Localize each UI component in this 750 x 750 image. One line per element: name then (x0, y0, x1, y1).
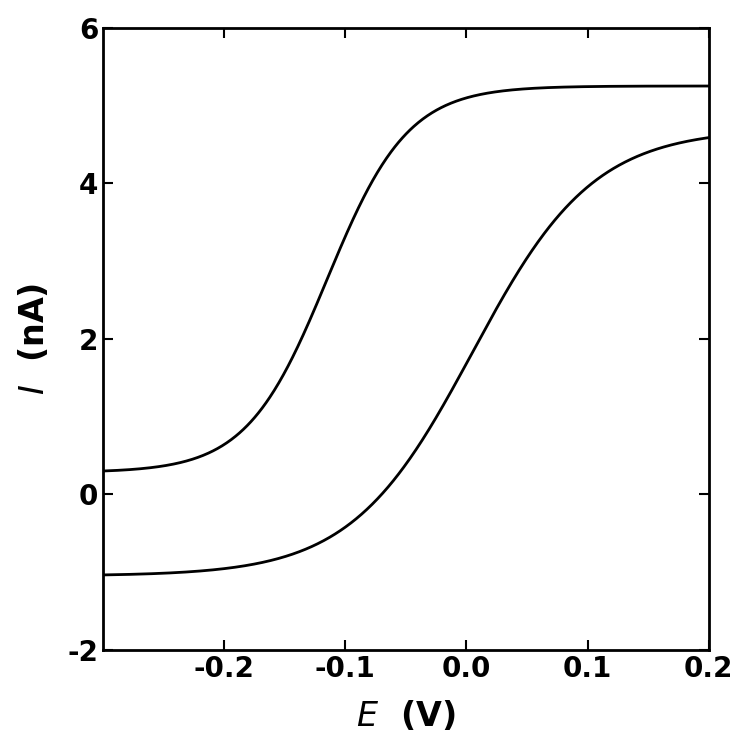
X-axis label: $E$  (V): $E$ (V) (356, 699, 456, 734)
Y-axis label: $I$  (nA): $I$ (nA) (16, 283, 51, 395)
